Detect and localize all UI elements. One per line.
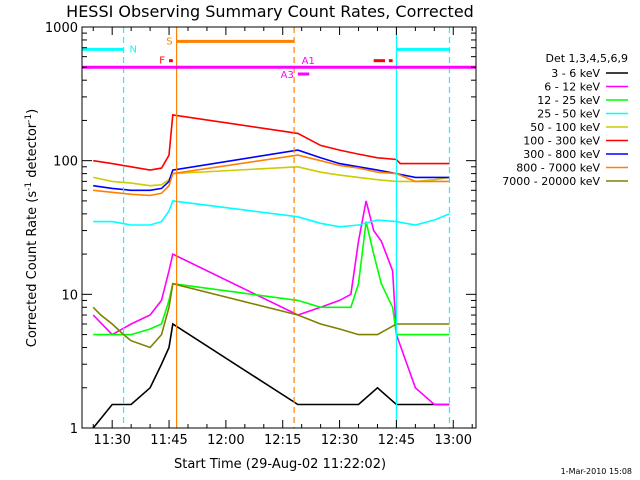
legend-label-2: 12 - 25 keV: [537, 94, 600, 107]
legend-label-0: 3 - 6 keV: [551, 67, 600, 80]
legend-label-4: 50 - 100 keV: [530, 121, 600, 134]
legend-title: Det 1,3,4,5,6,9: [545, 52, 628, 65]
flag-label-F: F: [159, 56, 165, 67]
series-line-6: [93, 149, 450, 192]
y-label-end: ): [25, 109, 40, 114]
series-line-8: [92, 282, 450, 349]
x-tick-label-4: 12:30: [321, 433, 358, 448]
x-tick-label-0: 11:30: [93, 433, 130, 448]
series-line-0: [92, 322, 450, 429]
legend-label-1: 6 - 12 keV: [544, 81, 600, 94]
annotation-layer: N SF A1 A3: [82, 27, 476, 428]
x-tick-label-1: 11:45: [150, 433, 187, 448]
legend-label-6: 300 - 800 keV: [523, 148, 600, 161]
legend-label-3: 25 - 50 keV: [537, 108, 600, 121]
x-tick-label-3: 12:15: [264, 433, 301, 448]
y-label-mid: detector: [25, 122, 40, 182]
axis-layer: 1 10 100 1000 11:30 11:45 12:00 12:15 12:30 12:45…: [45, 21, 476, 448]
series-line-3: [93, 200, 450, 228]
x-axis-label: Start Time (29-Aug-02 11:22:02): [174, 457, 386, 472]
flag-label-N: N: [130, 44, 137, 55]
x-tick-label-2: 12:00: [207, 433, 244, 448]
legend-label-8: 7000 - 20000 keV: [502, 175, 600, 188]
data-layer: [92, 113, 450, 429]
flag-label-A3: A3: [281, 70, 294, 81]
flag-label-S: S: [166, 36, 172, 47]
plot-frame: [81, 26, 477, 429]
y-label-base: Corrected Count Rate (s: [25, 191, 40, 348]
y-axis-label: Corrected Count Rate (s-1 detector-1): [24, 109, 40, 347]
x-tick-label-6: 13:00: [435, 433, 472, 448]
y-label-sup1: -1: [24, 182, 34, 191]
y-tick-label-1: 10: [61, 288, 78, 303]
legend-label-7: 800 - 7000 keV: [516, 162, 600, 175]
flag-label-A1: A1: [302, 56, 315, 67]
legend-label-5: 100 - 300 keV: [523, 135, 600, 148]
series-line-7: [93, 154, 450, 197]
series-line-5: [93, 113, 450, 171]
y-label-sup2: -1: [24, 114, 34, 123]
y-tick-label-3: 1000: [45, 21, 78, 36]
y-tick-label-0: 1: [70, 422, 78, 437]
x-tick-label-5: 12:45: [378, 433, 415, 448]
chart-title: HESSI Observing Summary Count Rates, Cor…: [66, 2, 474, 21]
series-line-4: [93, 165, 450, 187]
footer-date: 1-Mar-2010 15:08: [561, 467, 632, 476]
series-line-2: [93, 221, 450, 336]
y-tick-label-2: 100: [53, 155, 78, 170]
